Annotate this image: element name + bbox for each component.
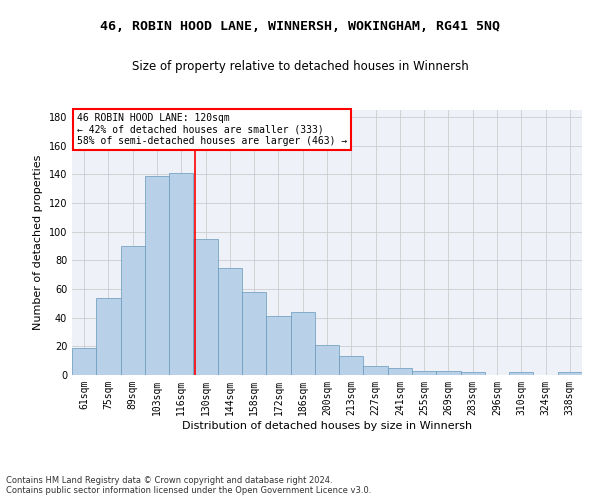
Bar bbox=[145, 176, 169, 375]
Text: Contains HM Land Registry data © Crown copyright and database right 2024.
Contai: Contains HM Land Registry data © Crown c… bbox=[6, 476, 371, 495]
Bar bbox=[388, 368, 412, 375]
Bar bbox=[509, 372, 533, 375]
Bar bbox=[193, 239, 218, 375]
Bar bbox=[266, 316, 290, 375]
Bar bbox=[364, 366, 388, 375]
Bar bbox=[339, 356, 364, 375]
Bar bbox=[96, 298, 121, 375]
Bar bbox=[461, 372, 485, 375]
Text: 46 ROBIN HOOD LANE: 120sqm
← 42% of detached houses are smaller (333)
58% of sem: 46 ROBIN HOOD LANE: 120sqm ← 42% of deta… bbox=[77, 112, 347, 146]
Bar bbox=[242, 292, 266, 375]
Bar bbox=[436, 370, 461, 375]
Text: 46, ROBIN HOOD LANE, WINNERSH, WOKINGHAM, RG41 5NQ: 46, ROBIN HOOD LANE, WINNERSH, WOKINGHAM… bbox=[100, 20, 500, 33]
Y-axis label: Number of detached properties: Number of detached properties bbox=[33, 155, 43, 330]
Bar bbox=[315, 345, 339, 375]
Bar bbox=[290, 312, 315, 375]
Bar bbox=[72, 348, 96, 375]
X-axis label: Distribution of detached houses by size in Winnersh: Distribution of detached houses by size … bbox=[182, 420, 472, 430]
Bar bbox=[218, 268, 242, 375]
Bar bbox=[169, 173, 193, 375]
Bar bbox=[412, 370, 436, 375]
Bar bbox=[121, 246, 145, 375]
Bar bbox=[558, 372, 582, 375]
Text: Size of property relative to detached houses in Winnersh: Size of property relative to detached ho… bbox=[131, 60, 469, 73]
